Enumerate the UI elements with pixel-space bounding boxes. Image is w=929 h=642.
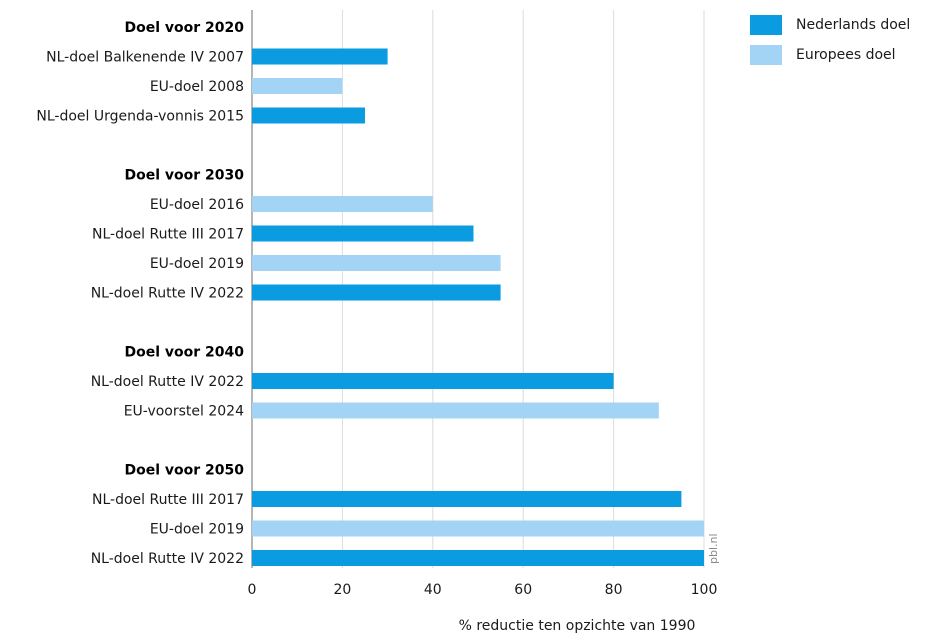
legend-item-nederlands: Nederlands doel [750,10,910,40]
group-title: Doel voor 2040 [124,345,244,361]
category-label: NL-doel Balkenende IV 2007 [46,50,244,66]
legend-label-nederlands: Nederlands doel [796,17,911,33]
x-axis-label: % reductie ten opzichte van 1990 [459,618,696,634]
legend-swatch-nederlands [750,15,782,35]
bar [252,491,682,507]
category-label: NL-doel Rutte III 2017 [92,227,244,243]
x-tick-label: 0 [248,582,257,598]
bar [252,196,433,212]
category-labels: Doel voor 2020 NL-doel Balkenende IV 2007… [36,20,244,567]
x-tick-label: 80 [605,582,623,598]
bar [252,48,388,65]
bar [252,373,614,389]
bar [252,402,659,419]
legend-label-europees: Europees doel [796,47,896,63]
bars [252,48,704,566]
bar [252,284,501,301]
legend: Nederlands doel Europees doel [750,10,910,70]
bar [252,225,474,242]
x-tick-label: 100 [691,582,718,598]
category-label: NL-doel Rutte III 2017 [92,492,244,508]
group-title: Doel voor 2050 [124,463,244,479]
group-title: Doel voor 2030 [124,168,244,184]
bar [252,550,704,566]
category-label: EU-doel 2019 [150,256,244,272]
category-label: EU-doel 2016 [150,197,244,213]
group-title: Doel voor 2020 [124,20,244,36]
x-tick-label: 40 [424,582,442,598]
source-label: pbl.nl [707,533,720,564]
category-label: NL-doel Urgenda-vonnis 2015 [36,109,244,125]
category-label: NL-doel Rutte IV 2022 [91,551,244,567]
category-label: NL-doel Rutte IV 2022 [91,286,244,302]
category-label: EU-doel 2008 [150,79,244,95]
bar [252,78,343,94]
legend-item-europees: Europees doel [750,40,910,70]
x-tick-label: 60 [514,582,532,598]
x-tick-label: 20 [333,582,351,598]
bar [252,107,365,124]
category-label: EU-doel 2019 [150,522,244,538]
legend-swatch-europees [750,45,782,65]
x-axis-ticks: 0 20 40 60 80 100 [248,582,718,598]
bar [252,255,501,271]
category-label: EU-voorstel 2024 [124,404,244,420]
bar [252,520,704,537]
category-label: NL-doel Rutte IV 2022 [91,374,244,390]
